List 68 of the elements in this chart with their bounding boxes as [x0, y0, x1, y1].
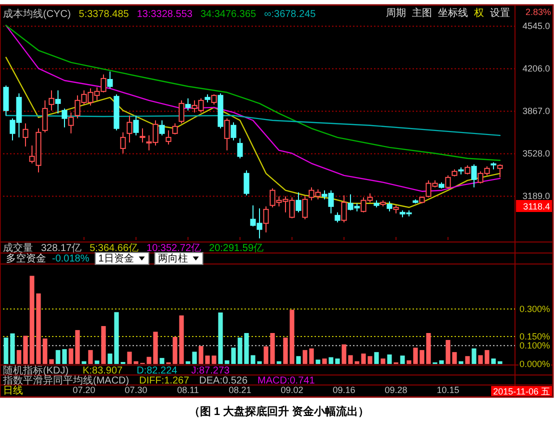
- annotation: 坐标线: [438, 7, 468, 19]
- text: 2015-11-06 五: [493, 386, 550, 396]
- text: 5:3378.485: [78, 9, 130, 20]
- x-tick-label: 08.21: [228, 385, 252, 395]
- annotation: -0.018%: [52, 254, 90, 264]
- x-tick-label: 10.15: [436, 385, 460, 395]
- bar: [387, 354, 392, 364]
- annotation: 周期: [386, 7, 406, 19]
- text: DEA:0.526: [199, 376, 248, 386]
- line-series: [5, 24, 501, 161]
- text: 328.17亿: [41, 243, 82, 254]
- text: 20:291.59亿: [209, 243, 264, 254]
- bar: [380, 358, 386, 364]
- text: K:83.907: [82, 366, 124, 376]
- bar: [94, 360, 100, 364]
- annotation: 设置: [490, 7, 510, 19]
- x-tick-label: 09.28: [384, 385, 408, 395]
- bar: [465, 356, 470, 364]
- y-tick-label: 0.300%: [519, 304, 550, 314]
- chart-title: 成本均线(CYC): [3, 8, 71, 20]
- x-tick-label: 09.16: [332, 385, 356, 395]
- text: 指数平滑异同平均线(MACD): [2, 374, 130, 386]
- bar: [296, 356, 301, 364]
- bar: [101, 326, 106, 364]
- annotation: 主图: [412, 7, 432, 19]
- x-tick-label: 07.20: [72, 385, 96, 395]
- y-tick-label: 0.150%: [519, 332, 550, 342]
- y-tick-label: 4545.0: [522, 21, 550, 32]
- x-tick-label: 07.30: [124, 385, 148, 395]
- chart-title: 多空资金: [6, 252, 46, 264]
- y-tick-label: 3867.0: [522, 106, 550, 116]
- text: 13:3328.553: [136, 9, 193, 20]
- text: 随机指标(KDJ): [3, 364, 69, 376]
- x-tick-label: 08.11: [177, 385, 199, 395]
- x-tick-label: 09.02: [280, 385, 304, 395]
- text: 5:364.66亿: [90, 243, 139, 254]
- text: J:87.273: [191, 366, 230, 376]
- text: DIFF:1.267: [139, 376, 190, 386]
- text: 成交量: [3, 242, 33, 254]
- text: 10:352.72亿: [146, 243, 202, 254]
- bar: [276, 361, 282, 364]
- y-tick-label: 3189.0: [522, 191, 550, 202]
- line-series: [5, 24, 501, 192]
- y-tick-label: 0.100%: [519, 340, 550, 351]
- bar: [82, 361, 86, 364]
- bar: [472, 348, 476, 364]
- y-tick-label: 0.000%: [519, 359, 550, 369]
- text: 日线: [3, 384, 23, 396]
- text: 3118.4: [523, 202, 550, 212]
- y-tick-label: 3528.0: [522, 148, 550, 159]
- bar: [322, 358, 327, 364]
- annotation: 1日资金: [98, 252, 134, 264]
- line-series: [5, 114, 501, 136]
- y-tick-label: 4206.0: [522, 64, 550, 74]
- bar: [160, 358, 164, 364]
- bar: [374, 352, 379, 364]
- bar: [458, 361, 464, 364]
- text: 34:3476.365: [200, 9, 257, 20]
- annotation: 两向柱: [158, 252, 188, 264]
- text: ∞:3678.245: [264, 9, 316, 20]
- bar: [88, 350, 93, 364]
- text: MACD:0.741: [258, 376, 316, 386]
- text: D:82.224: [136, 366, 178, 376]
- annotation: 权: [473, 7, 484, 19]
- bar: [316, 360, 320, 364]
- text: 2.83%: [525, 7, 551, 17]
- bar: [400, 356, 405, 364]
- text: （图 1 大盘探底回升 资金小幅流出）: [188, 405, 370, 418]
